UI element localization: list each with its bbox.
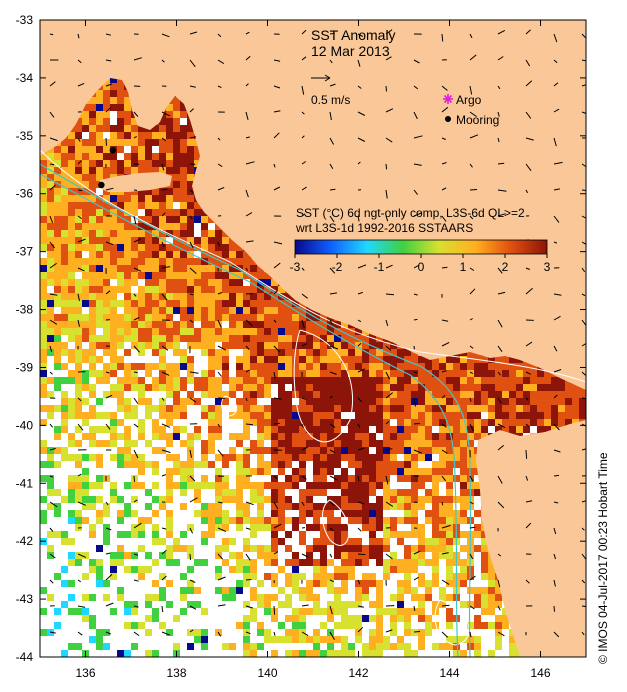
- mooring-marker: [109, 147, 117, 154]
- colorbar-tick-label: -1: [374, 260, 385, 274]
- argo-legend-icon: [443, 94, 453, 104]
- lat-tick-label: -36: [16, 187, 34, 201]
- mooring-legend-label: Mooring: [456, 113, 499, 127]
- lat-tick-label: -37: [16, 245, 34, 259]
- lon-tick-label: 142: [348, 666, 368, 680]
- mooring-marker: [98, 181, 105, 189]
- colorbar-tick-label: -3: [290, 260, 301, 274]
- mooring-legend-icon: [445, 116, 451, 122]
- lat-tick-label: -33: [16, 13, 34, 27]
- colorbar-tick-label: -2: [332, 260, 343, 274]
- sst-contours: [40, 149, 586, 646]
- land-kangaroo-island: [100, 172, 172, 192]
- lat-tick-label: -34: [16, 71, 34, 85]
- lat-tick-label: -41: [16, 476, 34, 490]
- colorbar-tick-label: 2: [502, 260, 509, 274]
- argo-legend-label: Argo: [456, 93, 482, 107]
- colorbar-tick-label: 0: [418, 260, 425, 274]
- lat-tick-label: -44: [16, 650, 34, 664]
- axis-ticks: [40, 19, 586, 658]
- lat-tick-label: -40: [16, 418, 34, 432]
- current-scale-label: 0.5 m/s: [311, 93, 350, 107]
- colorbar-ticks: -3 -2 -1 0 1 2 3: [290, 254, 551, 274]
- current-scale-arrow: [311, 74, 331, 82]
- land-tasmania: [476, 420, 586, 657]
- map-date: 12 Mar 2013: [311, 43, 390, 59]
- lon-tick-label: 144: [439, 666, 459, 680]
- land-mainland: [40, 20, 586, 390]
- lon-tick-label: 146: [530, 666, 550, 680]
- lon-tick-label: 140: [257, 666, 277, 680]
- lat-tick-label: -39: [16, 360, 34, 374]
- lat-tick-label: -35: [16, 129, 34, 143]
- colorbar-tick-label: 3: [544, 260, 551, 274]
- axis-tick-labels: 136 138 140 142 144 146-33-34-35-36-37-38-39-…: [16, 13, 551, 680]
- plot-frame: [39, 19, 587, 658]
- lon-tick-label: 136: [75, 666, 95, 680]
- imos-credit: © IMOS 04-Jul-2017 00:23 Hobart Time: [596, 452, 610, 664]
- colorbar: [294, 239, 548, 255]
- lat-tick-label: -43: [16, 592, 34, 606]
- lon-tick-label: 138: [166, 666, 186, 680]
- colorbar-title-line1: SST (°C) 6d ngt-only comp, L3S-6d QL>=2: [296, 206, 525, 220]
- map-title: SST Anomaly: [311, 27, 396, 43]
- lat-tick-label: -38: [16, 303, 34, 317]
- colorbar-tick-label: 1: [460, 260, 467, 274]
- colorbar-title-line2: wrt L3S-1d 1992-2016 SSTAARS: [295, 221, 473, 235]
- lat-tick-label: -42: [16, 534, 34, 548]
- mooring-markers: [98, 147, 117, 189]
- isobaths: [40, 163, 472, 657]
